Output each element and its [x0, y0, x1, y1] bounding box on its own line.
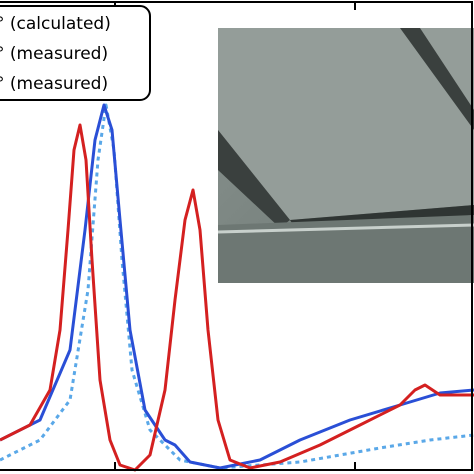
legend-box	[0, 5, 151, 101]
inset-image	[217, 28, 474, 283]
legend-label: ° (measured)	[0, 44, 108, 64]
legend-label: ° (calculated)	[0, 14, 111, 34]
series-line	[0, 103, 474, 470]
series-line	[0, 103, 474, 470]
legend-label: ° (measured)	[0, 74, 108, 94]
series-line	[0, 123, 474, 472]
